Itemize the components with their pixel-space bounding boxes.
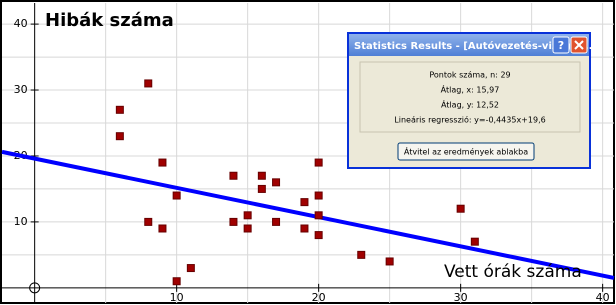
y-tick-label: 30 bbox=[14, 83, 28, 96]
point bbox=[315, 192, 322, 199]
point bbox=[145, 80, 152, 87]
point bbox=[159, 225, 166, 232]
chart: 1020304010203040 Hibák száma Vett órák s… bbox=[0, 0, 616, 305]
point bbox=[173, 192, 180, 199]
x-tick-label: 40 bbox=[596, 291, 610, 304]
point bbox=[244, 212, 251, 219]
point bbox=[315, 232, 322, 239]
help-icon: ? bbox=[558, 39, 564, 52]
result-line: Pontok száma, n: 29 bbox=[429, 71, 510, 80]
dialog: Statistics Results - [Autóvezetés-vizsga… bbox=[348, 33, 592, 168]
result-line: Lineáris regresszió: y=-0,4435x+19,6 bbox=[394, 115, 545, 125]
y-tick-label: 40 bbox=[14, 17, 28, 30]
point bbox=[301, 225, 308, 232]
point bbox=[230, 172, 237, 179]
point bbox=[315, 212, 322, 219]
x-tick-label: 30 bbox=[454, 291, 468, 304]
point bbox=[173, 278, 180, 285]
point bbox=[273, 218, 280, 225]
point bbox=[145, 218, 152, 225]
y-tick-label: 10 bbox=[14, 215, 28, 228]
point bbox=[471, 238, 478, 245]
point bbox=[159, 159, 166, 166]
x-tick-label: 20 bbox=[312, 291, 326, 304]
point bbox=[258, 185, 265, 192]
y-axis-label: Hibák száma bbox=[45, 10, 174, 31]
point bbox=[386, 258, 393, 265]
page: 1020304010203040 Hibák száma Vett órák s… bbox=[0, 0, 616, 305]
point bbox=[230, 218, 237, 225]
point bbox=[258, 172, 265, 179]
transfer-button-label: Átvitel az eredmények ablakba bbox=[404, 146, 528, 157]
point bbox=[116, 106, 123, 113]
point bbox=[244, 225, 251, 232]
point bbox=[301, 199, 308, 206]
point bbox=[187, 265, 194, 272]
x-axis-label: Vett órák száma bbox=[444, 262, 582, 282]
point bbox=[315, 159, 322, 166]
result-line: Átlag, x: 15,97 bbox=[441, 84, 500, 95]
point bbox=[358, 251, 365, 258]
point bbox=[457, 205, 464, 212]
point bbox=[116, 133, 123, 140]
result-line: Átlag, y: 12,52 bbox=[441, 99, 499, 110]
point bbox=[273, 179, 280, 186]
x-tick-label: 10 bbox=[170, 291, 184, 304]
